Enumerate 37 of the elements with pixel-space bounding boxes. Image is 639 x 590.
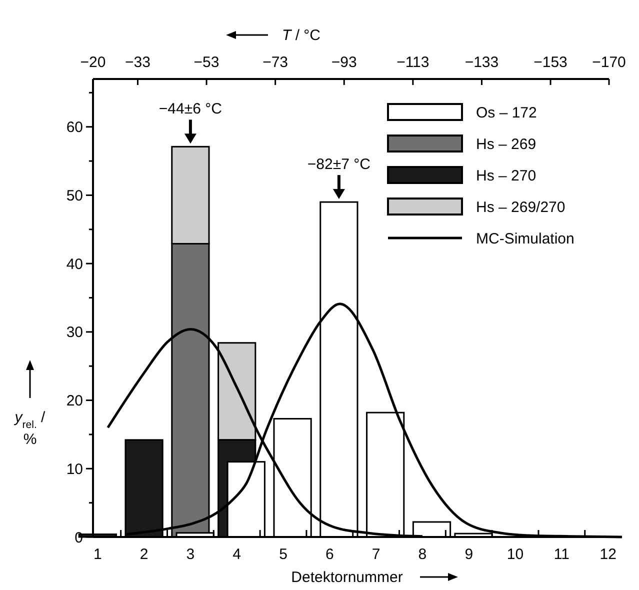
y-tick-label: 60 xyxy=(66,119,83,136)
x2-axis-title: T / °C xyxy=(282,27,321,44)
legend-label: Os – 172 xyxy=(476,104,537,122)
x-tick-label: 11 xyxy=(554,546,570,563)
x-tick-label: 8 xyxy=(418,546,427,563)
y-tick-label: 20 xyxy=(66,392,83,410)
x2-tick-label: −73 xyxy=(262,54,288,71)
x-tick-label: 3 xyxy=(186,546,195,563)
x-tick-label: 10 xyxy=(506,546,524,563)
x2-tick-label: −153 xyxy=(534,54,568,71)
annotation: −82±7 °C xyxy=(307,156,371,174)
x-tick-label: 2 xyxy=(140,546,148,563)
y-tick-label: 10 xyxy=(66,460,83,478)
y-tick-label: 40 xyxy=(66,256,83,273)
x2-tick-label: −93 xyxy=(331,54,357,71)
annotation: −44±6 °C xyxy=(158,100,222,118)
x-tick-label: 6 xyxy=(325,546,334,563)
y-axis-title: y$_{rel.}$ / % xyxy=(14,409,46,448)
x2-tick-label: −170 xyxy=(592,54,626,71)
x-tick-label: 7 xyxy=(372,546,380,563)
x-tick-label: 9 xyxy=(464,546,474,563)
legend-label: Hs – 269 xyxy=(476,136,536,153)
x2-tick-label: −133 xyxy=(464,54,499,71)
legend-label: MC-Simulation xyxy=(476,230,574,248)
x2-tick-label: −113 xyxy=(396,54,430,71)
legend-label: Hs – 269/270 xyxy=(476,198,566,216)
x-tick-label: 5 xyxy=(279,546,288,563)
x2-tick-label: −53 xyxy=(194,54,220,71)
x-tick-label: 4 xyxy=(232,546,242,563)
x-tick-label: 12 xyxy=(600,546,616,563)
x-tick-label: 1 xyxy=(93,546,102,563)
x-axis-title: Detektornummer xyxy=(291,569,403,586)
y-tick-label: 30 xyxy=(66,324,83,342)
x2-tick-label: −20 xyxy=(80,54,106,71)
y-tick-label: 50 xyxy=(66,187,83,204)
legend-label: Hs – 270 xyxy=(476,167,536,184)
x2-tick-label: −33 xyxy=(124,54,150,71)
